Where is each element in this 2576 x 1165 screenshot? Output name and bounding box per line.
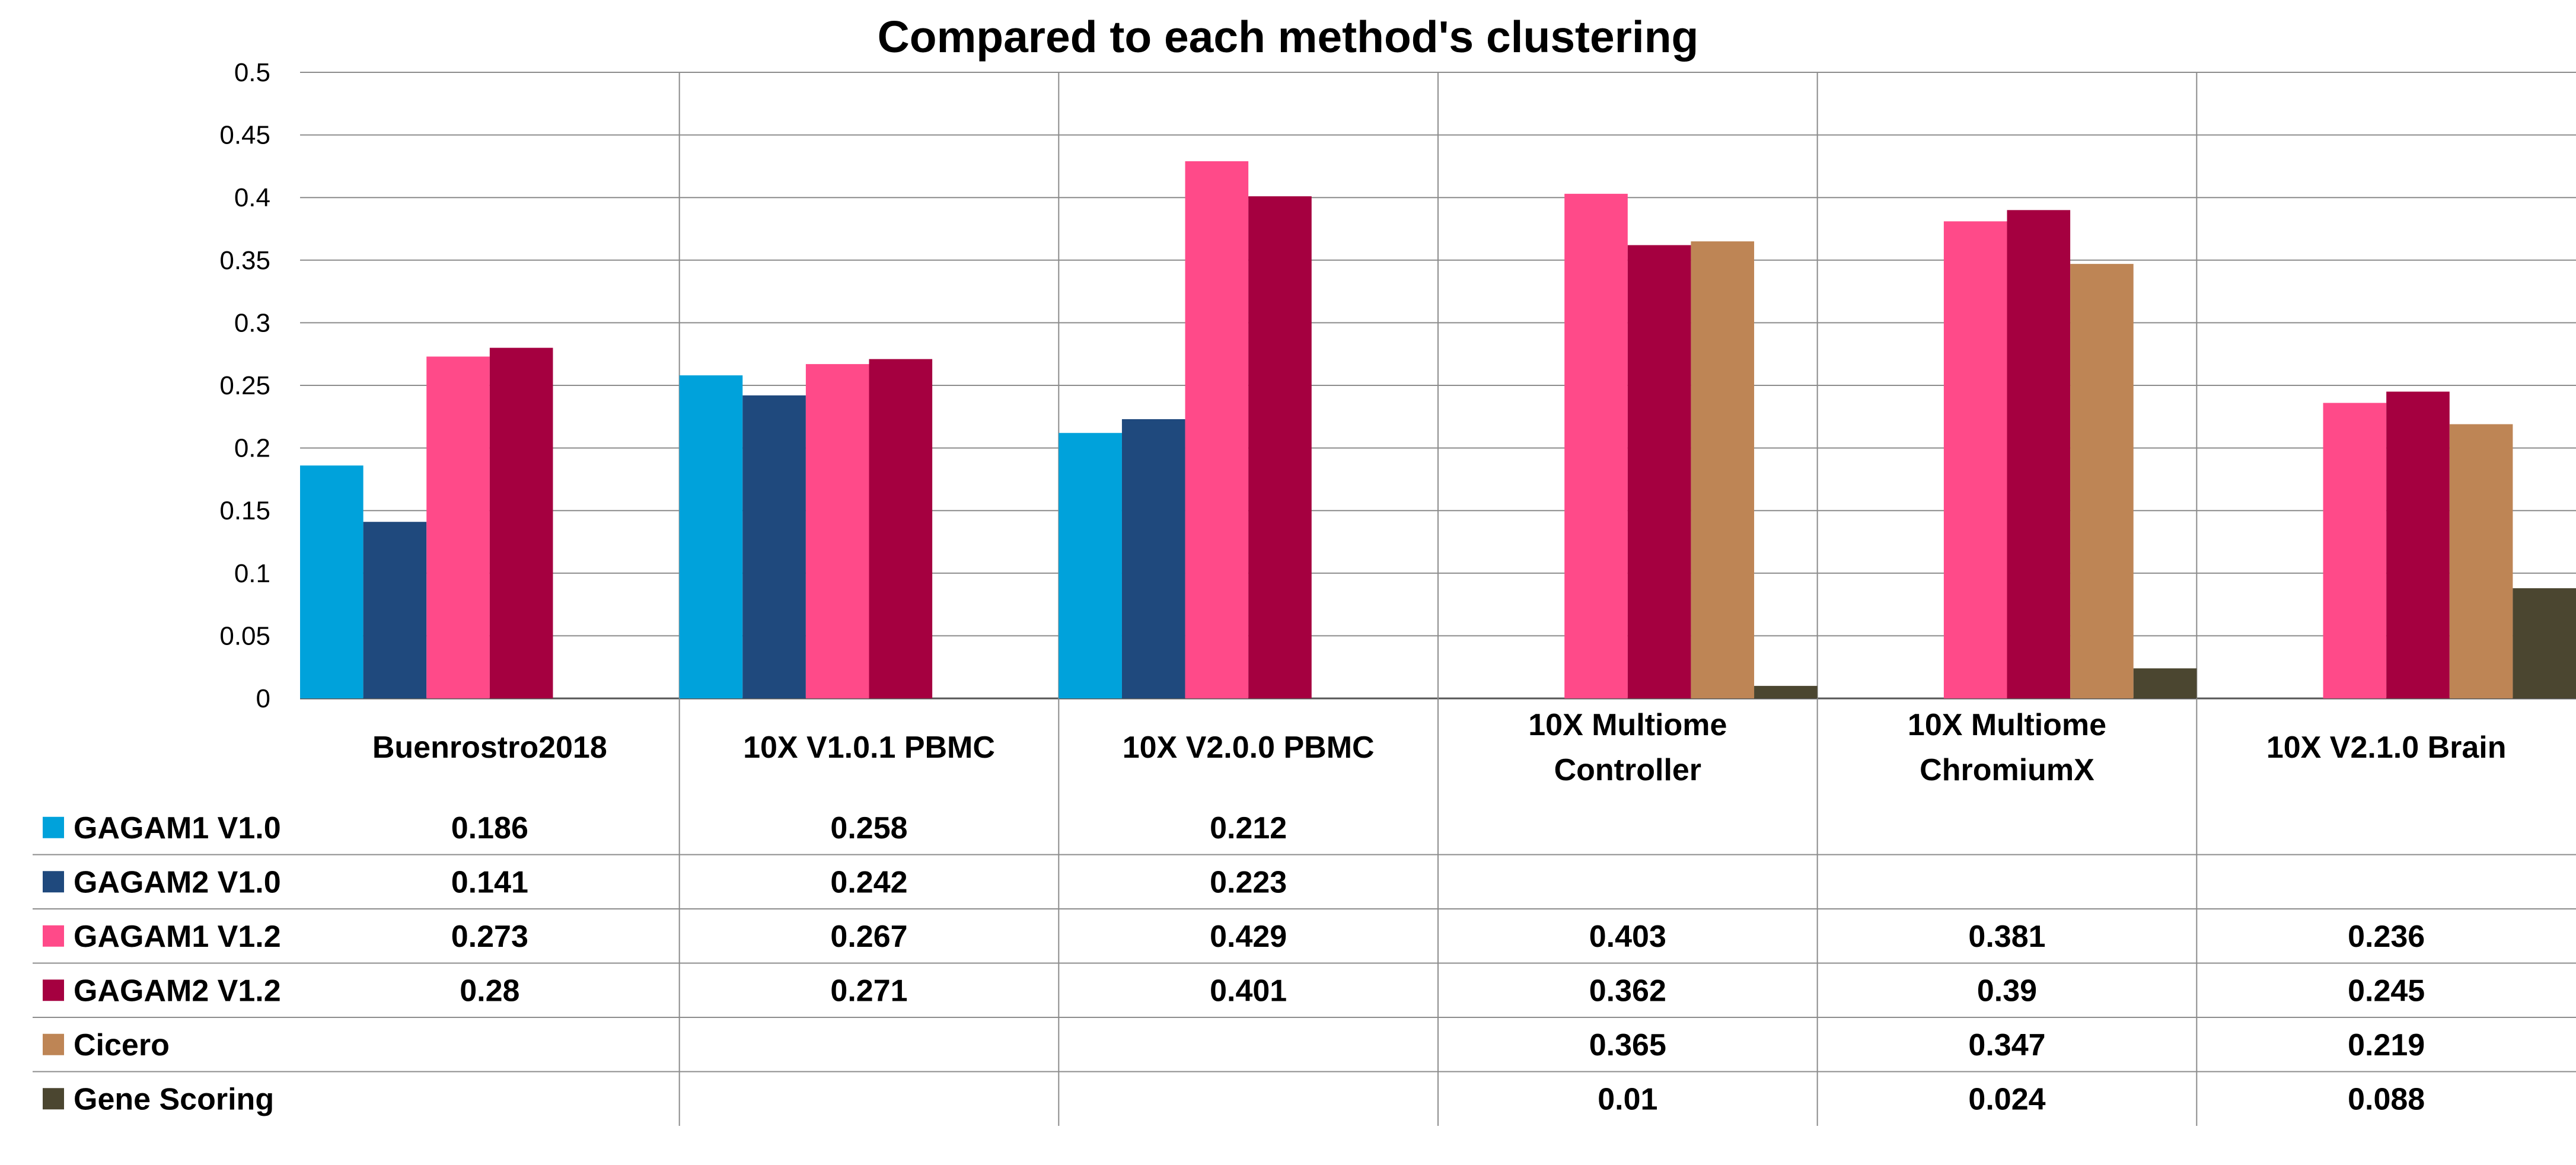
- category-label: 10X Multiome ChromiumX: [1908, 708, 2106, 787]
- category-label: 10X V2.1.0 Brain: [2266, 730, 2507, 765]
- legend-key: [43, 1088, 64, 1110]
- y-tick-label: 0.35: [219, 246, 270, 275]
- data-label: 0.28: [460, 974, 519, 1008]
- series-name: GAGAM1 V1.0: [74, 811, 281, 845]
- y-tick-label: 0.2: [234, 434, 270, 463]
- y-axis-ticks: 0 0.05 0.1 0.15 0.2 0.25 0.3 0.35 0.4 0.45 0.5: [219, 58, 270, 713]
- bar: [742, 395, 806, 698]
- data-label: 0.258: [830, 811, 907, 845]
- bar: [2513, 588, 2576, 698]
- data-label: 0.01: [1598, 1082, 1657, 1116]
- legend-key: [43, 816, 64, 838]
- data-label: 0.267: [830, 920, 907, 954]
- data-label: 0.141: [451, 865, 528, 899]
- bar: [363, 522, 427, 698]
- data-label: 0.362: [1589, 974, 1666, 1008]
- series-name: Gene Scoring: [74, 1082, 274, 1116]
- series-name: Cicero: [74, 1028, 170, 1062]
- bar: [2070, 264, 2134, 698]
- legend-key: [43, 1033, 64, 1055]
- data-label: 0.403: [1589, 920, 1666, 954]
- y-tick-label: 0: [256, 684, 270, 713]
- data-label: 0.365: [1589, 1028, 1666, 1062]
- category-label-line: 10X V2.0.0 PBMC: [1123, 730, 1375, 765]
- bar: [300, 465, 364, 698]
- legend-key: [43, 925, 64, 947]
- bar: [1185, 161, 1249, 698]
- bar: [805, 364, 869, 698]
- y-tick-label: 0.3: [234, 308, 270, 337]
- legend-key: [43, 871, 64, 893]
- y-tick-label: 0.4: [234, 183, 270, 212]
- data-label: 0.245: [2348, 974, 2425, 1008]
- data-label: 0.223: [1210, 865, 1287, 899]
- y-tick-label: 0.05: [219, 621, 270, 650]
- bar: [489, 347, 553, 698]
- category-label-line: 10X Multiome: [1908, 708, 2106, 742]
- bar: [426, 356, 490, 698]
- bar: [2386, 391, 2450, 698]
- category-label: 10X Multiome Controller: [1528, 708, 1727, 787]
- series-name: GAGAM2 V1.2: [74, 974, 281, 1008]
- data-label: 0.212: [1210, 811, 1287, 845]
- bar: [869, 359, 933, 698]
- data-label: 0.381: [1968, 920, 2045, 954]
- data-label: 0.271: [830, 974, 907, 1008]
- bar: [1121, 419, 1185, 698]
- bar: [1943, 221, 2007, 698]
- data-label: 0.236: [2348, 920, 2425, 954]
- category-label: 10X V2.0.0 PBMC: [1123, 730, 1375, 765]
- bar: [1564, 193, 1628, 698]
- bar: [1754, 685, 1818, 698]
- bar: [1059, 433, 1122, 698]
- data-label: 0.273: [451, 920, 528, 954]
- category-label-line: 10X Multiome: [1528, 708, 1727, 742]
- data-label: 0.088: [2348, 1082, 2425, 1116]
- category-label-line: Controller: [1554, 753, 1701, 787]
- series-name: GAGAM2 V1.0: [74, 865, 281, 899]
- category-label-line: Buenrostro2018: [372, 730, 607, 765]
- bar: [2449, 424, 2513, 698]
- bar: [2007, 210, 2071, 698]
- gridlines: [300, 72, 2576, 700]
- data-label: 0.401: [1210, 974, 1287, 1008]
- bar: [679, 375, 743, 698]
- data-label: 0.429: [1210, 920, 1287, 954]
- data-label: 0.219: [2348, 1028, 2425, 1062]
- bar: [1627, 245, 1691, 698]
- category-label: 10X V1.0.1 PBMC: [743, 730, 995, 765]
- bar: [2133, 668, 2197, 698]
- data-label: 0.39: [1977, 974, 2037, 1008]
- y-tick-label: 0.1: [234, 559, 270, 588]
- data-label: 0.024: [1968, 1082, 2045, 1116]
- category-label: Buenrostro2018: [372, 730, 607, 765]
- category-label-line: ChromiumX: [1920, 753, 2094, 787]
- y-tick-label: 0.5: [234, 58, 270, 87]
- series-name: GAGAM1 V1.2: [74, 920, 281, 954]
- bar: [1691, 241, 1755, 698]
- bars: [300, 161, 2576, 698]
- y-tick-label: 0.45: [219, 121, 270, 150]
- data-label: 0.186: [451, 811, 528, 845]
- data-table: Buenrostro2018 10X V1.0.1 PBMC 10X V2.0.0 …: [33, 698, 2576, 1126]
- data-label: 0.347: [1968, 1028, 2045, 1062]
- chart-title: Compared to each method's clustering: [878, 12, 1699, 62]
- data-label: 0.242: [830, 865, 907, 899]
- y-tick-label: 0.15: [219, 496, 270, 525]
- bar: [1248, 196, 1312, 698]
- y-tick-label: 0.25: [219, 371, 270, 400]
- legend-key: [43, 979, 64, 1001]
- category-label-line: 10X V2.1.0 Brain: [2266, 730, 2507, 765]
- category-label-line: 10X V1.0.1 PBMC: [743, 730, 995, 765]
- bar: [2323, 403, 2387, 698]
